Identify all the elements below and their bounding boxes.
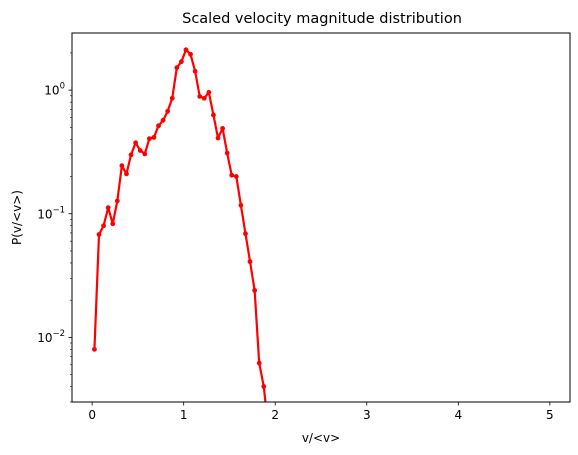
data-point [169,95,175,101]
data-point [165,108,171,114]
data-point [146,136,152,142]
data-point [261,384,267,389]
plot-frame [71,32,571,403]
data-point [201,95,207,101]
data-point [119,163,125,169]
data-point [224,150,230,156]
x-tick-label: 3 [363,408,371,422]
data-point [128,152,134,158]
data-point [101,223,106,229]
data-point [183,47,189,53]
y-tick-label: 10−1 [37,205,65,221]
y-tick-label: 10−2 [37,329,65,345]
data-point [133,140,139,146]
x-tick-label: 2 [271,408,279,422]
data-point [160,117,166,123]
data-point [174,65,180,71]
y-axis-label: P(v/<v>) [10,190,24,245]
data-point [105,205,111,211]
y-tick-label: 100 [44,82,65,98]
data-point [92,346,97,352]
data-point [256,360,262,366]
x-tick-label: 1 [180,408,188,422]
data-point [142,151,148,157]
data-point [206,89,212,95]
data-point [238,202,244,208]
data-point [247,259,253,265]
chart-title: Scaled velocity magnitude distribution [182,11,462,27]
data-point [192,68,198,74]
data-point [114,198,120,204]
data-point [96,232,102,237]
data-point [178,59,184,65]
data-point [110,221,116,227]
data-point [229,172,235,178]
x-tick-label: 0 [88,408,96,422]
data-point [151,134,157,140]
data-point [243,231,248,237]
data-point [233,174,239,179]
data-point [188,51,193,57]
x-tick-label: 5 [546,408,554,422]
data-point [220,126,225,131]
x-axis-label: v/<v> [302,431,340,445]
data-point [124,171,129,177]
series-layer [92,47,267,402]
x-tick-label: 4 [454,408,462,422]
data-point [137,148,143,153]
data-point [252,287,258,293]
data-point [156,123,161,129]
data-point [211,112,216,118]
data-point [215,135,221,141]
data-point [197,94,203,99]
